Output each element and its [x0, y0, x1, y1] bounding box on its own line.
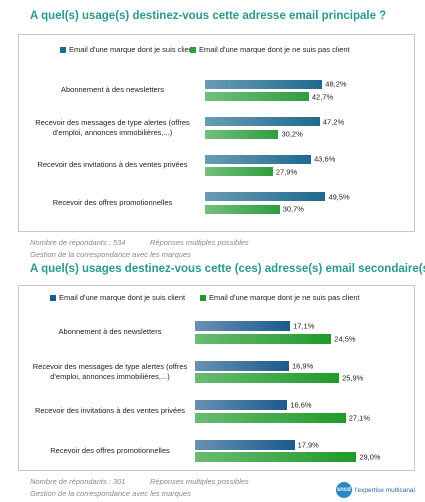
legend-label: Email d'une marque dont je ne suis pas c… — [209, 293, 360, 302]
bar — [205, 79, 323, 89]
value-label: 30,2% — [281, 129, 303, 139]
value-label: 24,5% — [334, 334, 356, 343]
value-label: 25,9% — [342, 373, 364, 383]
value-label: 43,6% — [314, 154, 336, 164]
value-label: 42,7% — [311, 92, 334, 101]
category-label: Recevoir des messages de type alertes (o… — [32, 361, 188, 381]
value-label: 17,9% — [297, 440, 319, 449]
legend-swatch — [60, 46, 66, 53]
value-label: 47,2% — [322, 117, 345, 126]
footnote: Réponses multiples possibles — [150, 477, 249, 486]
category-label: Recevoir des invitations à des ventes pr… — [37, 160, 188, 170]
legend-label: Email d'une marque dont je suis client — [69, 45, 196, 54]
bar — [205, 192, 326, 201]
chart-title: A quel(s) usage(s) destinez-vous cette a… — [30, 10, 387, 22]
legend-swatch — [50, 294, 56, 301]
value-label: 29,0% — [359, 452, 381, 462]
category-label: Recevoir des offres promotionnelles — [52, 197, 173, 207]
bar — [195, 321, 291, 331]
logo-tagline: l'expertise multicanal — [354, 486, 415, 494]
legend-label: Email d'une marque dont je ne suis pas c… — [199, 45, 350, 54]
legend-swatch — [200, 294, 206, 301]
value-label: 16,6% — [290, 400, 312, 410]
value-label: 49,5% — [328, 192, 350, 201]
bar — [205, 154, 312, 164]
footnote: Nombre de répondants : 534 — [30, 238, 126, 247]
value-label: 27,1% — [348, 413, 371, 422]
chart-frame — [18, 285, 415, 471]
footnote: Réponses multiples possibles — [150, 238, 249, 247]
bar — [195, 360, 289, 371]
bar — [195, 452, 357, 462]
bar — [195, 400, 288, 410]
bar — [205, 129, 279, 139]
bar — [205, 117, 320, 126]
bar — [195, 439, 295, 450]
category-label: Abonnement à des newsletters — [61, 85, 164, 95]
bar — [205, 167, 273, 176]
footnote: Nombre de répondants : 301 — [30, 477, 126, 486]
legend-label: Email d'une marque dont je suis client — [59, 293, 186, 302]
value-label: 30,7% — [282, 204, 304, 214]
category-label: Recevoir des offres promotionnelles — [50, 445, 170, 455]
footnote: Gestion de la correspondance avec les ma… — [30, 250, 191, 259]
footnote: Gestion de la correspondance avec les ma… — [30, 489, 191, 498]
bar — [195, 373, 340, 383]
legend-item: Email d'une marque dont je suis client — [50, 293, 185, 302]
value-label: 16,9% — [292, 361, 314, 370]
logo-mark: sncd — [335, 482, 352, 498]
category-label: Recevoir des invitations à des ventes pr… — [34, 406, 186, 416]
bar — [195, 412, 346, 423]
logo: sncd l'expertise multicanal — [335, 482, 415, 498]
bar — [205, 92, 309, 101]
value-label: 27,9% — [275, 167, 298, 176]
bar — [205, 204, 280, 214]
legend-item: Email d'une marque dont je suis client — [60, 45, 195, 54]
legend-swatch — [190, 46, 196, 53]
value-label: 17,1% — [293, 321, 315, 331]
category-label: Abonnement à des newsletters — [58, 327, 162, 337]
category-label: Recevoir des messages de type alertes (o… — [35, 117, 190, 137]
bar — [195, 333, 332, 344]
chart-title: A quel(s) usages destinez-vous cette (ce… — [30, 263, 425, 275]
legend-item: Email d'une marque dont je ne suis pas c… — [190, 45, 350, 54]
value-label: 48,2% — [325, 79, 347, 89]
chart-frame — [18, 34, 415, 232]
legend-item: Email d'une marque dont je ne suis pas c… — [200, 293, 360, 302]
